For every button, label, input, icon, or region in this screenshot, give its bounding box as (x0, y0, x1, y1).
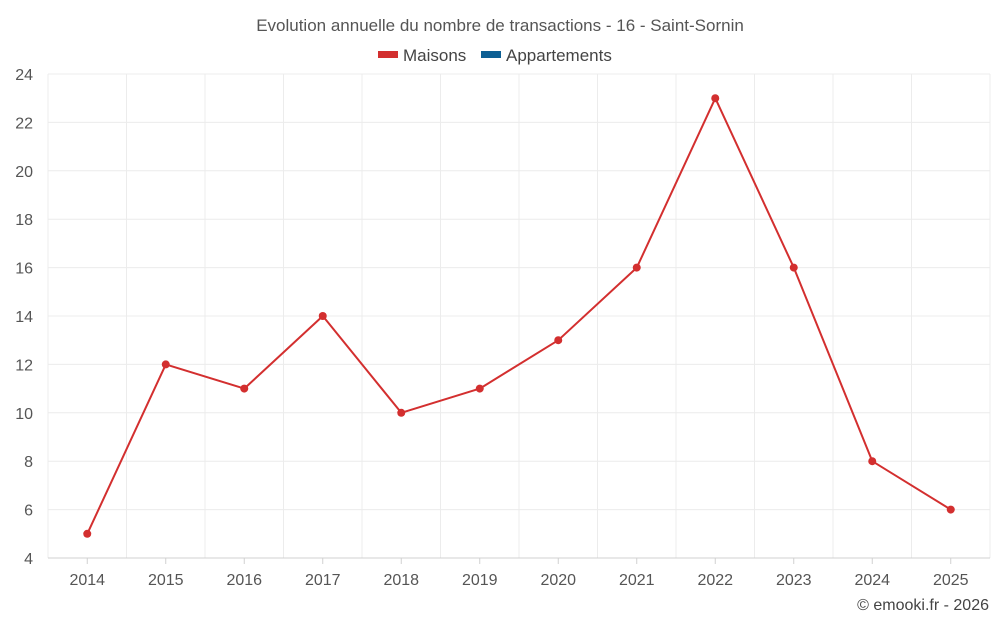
data-point-2018[interactable] (397, 408, 406, 417)
x-tick-label: 2024 (854, 572, 890, 589)
x-tick-label: 2019 (462, 572, 498, 589)
data-point-2015[interactable] (161, 360, 170, 369)
grid (47, 73, 991, 558)
credit-text: © emooki.fr - 2026 (857, 597, 989, 614)
series-maisons (83, 94, 955, 538)
x-tick-label: 2017 (305, 572, 341, 589)
data-point-2020[interactable] (554, 336, 563, 345)
y-tick-label: 18 (15, 212, 33, 229)
y-tick-label: 16 (15, 261, 33, 278)
data-point-2014[interactable] (83, 529, 92, 538)
y-tick-label: 12 (15, 357, 33, 374)
y-tick-label: 4 (24, 551, 33, 568)
y-tick-label: 8 (24, 454, 33, 471)
data-point-2023[interactable] (789, 263, 798, 272)
y-tick-label: 24 (15, 67, 33, 84)
series-line-maisons (86, 97, 952, 535)
data-point-2019[interactable] (475, 384, 484, 393)
legend-swatch-appartements (481, 51, 501, 58)
data-point-2016[interactable] (240, 384, 249, 393)
legend: Maisons Appartements (378, 46, 612, 65)
data-point-2022[interactable] (711, 94, 720, 103)
x-tick-label: 2014 (69, 572, 105, 589)
x-tick-label: 2021 (619, 572, 655, 589)
y-tick-label: 14 (15, 309, 33, 326)
x-tick-label: 2020 (540, 572, 576, 589)
x-tick-label: 2023 (776, 572, 812, 589)
y-tick-label: 20 (15, 164, 33, 181)
x-tick-label: 2015 (148, 572, 184, 589)
legend-swatch-maisons (378, 51, 398, 58)
x-tick-label: 2025 (933, 572, 969, 589)
legend-label-appartements[interactable]: Appartements (506, 46, 612, 65)
data-point-2025[interactable] (946, 505, 955, 514)
legend-label-maisons[interactable]: Maisons (403, 46, 466, 65)
x-tick-label: 2022 (697, 572, 733, 589)
data-point-2024[interactable] (868, 457, 877, 466)
x-tick-label: 2016 (226, 572, 262, 589)
x-tick-label: 2018 (383, 572, 419, 589)
data-point-2017[interactable] (318, 312, 327, 320)
y-tick-label: 22 (15, 115, 33, 132)
y-tick-label: 6 (24, 503, 33, 520)
y-axis: 4 6 8 10 12 14 16 18 20 22 24 (15, 67, 33, 568)
y-tick-label: 10 (15, 406, 33, 423)
x-axis: 2014 2015 2016 2017 2018 2019 2020 2021 2022 2023… (48, 557, 990, 589)
data-point-2021[interactable] (632, 263, 641, 272)
chart-title: Evolution annuelle du nombre de transact… (256, 16, 744, 35)
